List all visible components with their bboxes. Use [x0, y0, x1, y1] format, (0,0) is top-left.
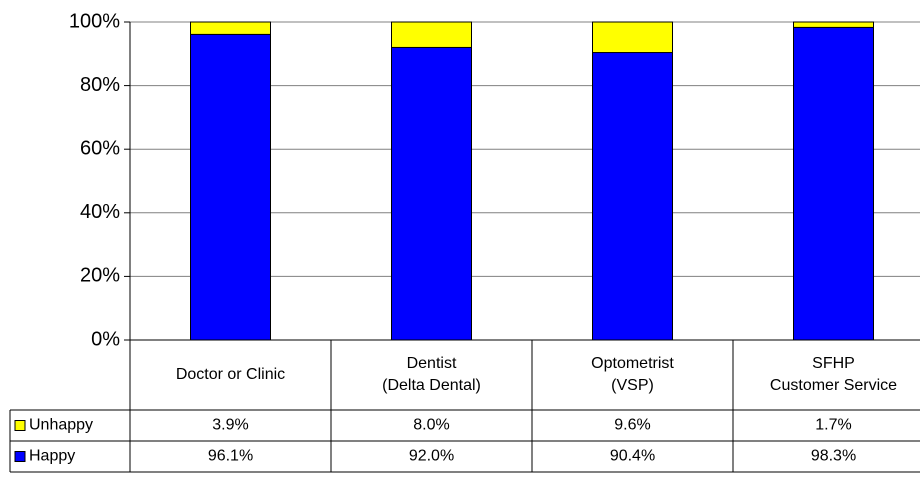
value-label: 1.7%: [815, 417, 851, 434]
bar-segment: [391, 21, 472, 48]
bar-segment: [793, 21, 874, 28]
bar-segment: [592, 52, 673, 341]
category-label: (Delta Dental): [382, 377, 481, 394]
value-label: 8.0%: [413, 417, 449, 434]
legend-label: Happy: [29, 448, 75, 465]
value-label: 96.1%: [208, 448, 253, 465]
y-tick-label: 80%: [80, 74, 120, 96]
category-label: Dentist: [407, 355, 457, 372]
bar-segment: [190, 33, 271, 341]
y-tick-label: 0%: [91, 328, 120, 350]
y-tick-label: 40%: [80, 201, 120, 223]
value-label: 98.3%: [811, 448, 856, 465]
y-tick-label: 20%: [80, 265, 120, 287]
value-label: 9.6%: [614, 417, 650, 434]
category-label: SFHP: [812, 355, 855, 372]
category-label: Doctor or Clinic: [176, 366, 285, 383]
category-label: Optometrist: [591, 355, 674, 372]
category-label: Customer Service: [770, 377, 897, 394]
bar-segment: [592, 21, 673, 54]
legend-swatch: [14, 451, 26, 462]
bar-segment: [793, 26, 874, 341]
value-label: 90.4%: [610, 448, 655, 465]
bar-segment: [190, 21, 271, 35]
y-tick-label: 100%: [69, 10, 120, 32]
value-label: 92.0%: [409, 448, 454, 465]
legend-label: Unhappy: [29, 417, 93, 434]
value-label: 3.9%: [212, 417, 248, 434]
y-tick-label: 60%: [80, 137, 120, 159]
bar-segment: [391, 46, 472, 341]
legend-swatch: [14, 420, 26, 431]
category-label: (VSP): [611, 377, 654, 394]
